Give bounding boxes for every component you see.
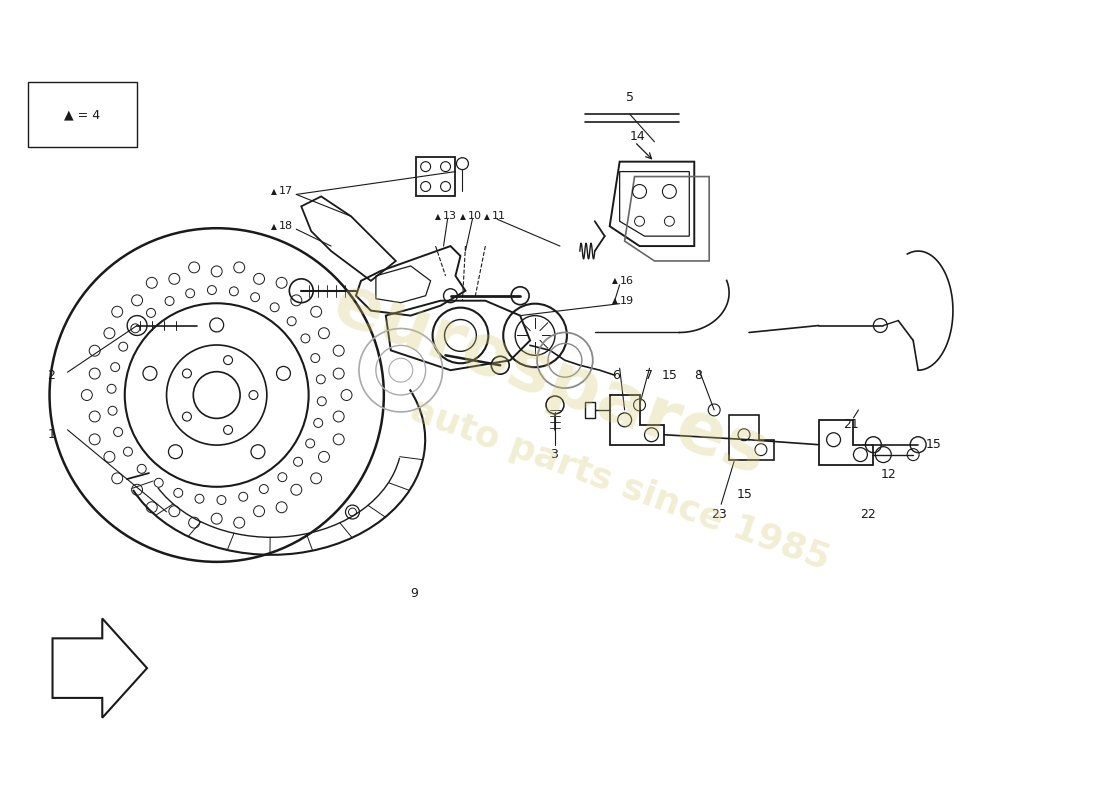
Text: 12: 12	[880, 468, 896, 481]
Text: ▲: ▲	[460, 212, 465, 221]
Text: 17: 17	[278, 186, 293, 197]
Text: 15: 15	[926, 438, 942, 451]
Text: 6: 6	[612, 369, 619, 382]
Text: 16: 16	[619, 276, 634, 286]
Text: ▲: ▲	[612, 276, 618, 286]
Text: 15: 15	[737, 488, 752, 501]
Text: 2: 2	[47, 369, 55, 382]
Text: 23: 23	[712, 508, 727, 521]
Text: ▲: ▲	[271, 187, 276, 196]
Text: 21: 21	[844, 418, 859, 431]
Text: 13: 13	[442, 211, 456, 222]
Text: 19: 19	[619, 296, 634, 306]
Text: ▲: ▲	[271, 222, 276, 230]
Text: auto parts since 1985: auto parts since 1985	[406, 393, 834, 576]
Text: 5: 5	[626, 90, 634, 104]
Text: ▲: ▲	[484, 212, 491, 221]
Text: 1: 1	[47, 428, 55, 442]
Text: 11: 11	[493, 211, 506, 222]
Text: 9: 9	[410, 587, 419, 600]
Text: ▲: ▲	[434, 212, 441, 221]
Text: 15: 15	[661, 369, 678, 382]
Text: ▲ = 4: ▲ = 4	[64, 108, 100, 121]
FancyBboxPatch shape	[28, 82, 138, 146]
Text: 3: 3	[550, 448, 558, 461]
Text: 10: 10	[468, 211, 482, 222]
Text: 18: 18	[278, 222, 293, 231]
Text: eurospares: eurospares	[323, 270, 777, 490]
Polygon shape	[53, 618, 147, 718]
Text: 22: 22	[860, 508, 877, 521]
Text: 7: 7	[645, 369, 652, 382]
Text: 8: 8	[694, 369, 702, 382]
Text: ▲: ▲	[612, 296, 618, 305]
Text: 14: 14	[629, 130, 646, 143]
